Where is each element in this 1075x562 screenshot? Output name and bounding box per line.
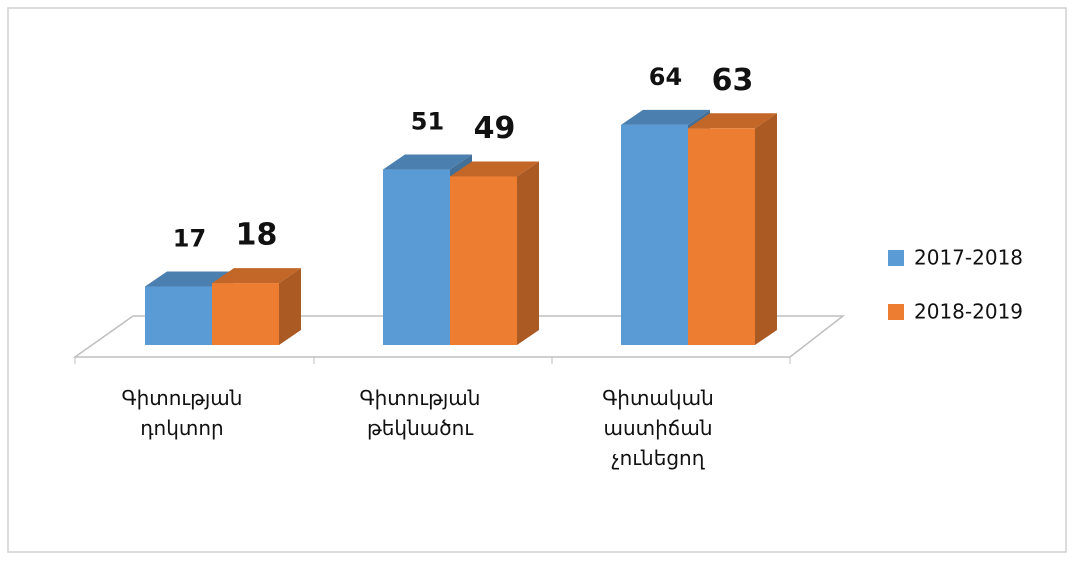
bar: [212, 283, 279, 345]
legend-label: 2018-2019: [914, 300, 1023, 324]
bar: [145, 286, 212, 345]
bar-top: [383, 154, 472, 170]
value-label: 18: [236, 218, 278, 253]
legend-swatch: [888, 304, 904, 320]
x-tick-label: Գիտության թեկնածու: [359, 386, 481, 440]
x-tick-label: Գիտական աստիճան չունեցող: [602, 386, 714, 470]
value-label: 64: [649, 63, 682, 91]
bar: [688, 128, 755, 345]
value-label: 63: [712, 63, 754, 98]
bar-side: [517, 161, 539, 345]
value-label: 17: [173, 225, 206, 253]
bar-top: [450, 161, 539, 177]
bar-top: [212, 268, 301, 284]
bar: [621, 124, 688, 345]
legend-label: 2017-2018: [914, 246, 1023, 270]
bar-side: [279, 268, 301, 345]
x-tick-label: Գիտության դոկտոր: [121, 386, 243, 440]
bar-top: [688, 113, 777, 129]
bar: [450, 176, 517, 345]
bar-top: [621, 109, 710, 125]
bar-side: [755, 113, 777, 345]
legend-swatch: [888, 250, 904, 266]
value-label: 49: [474, 111, 516, 146]
bar-top: [145, 271, 234, 287]
chart-border: [7, 7, 1067, 553]
bar: [383, 169, 450, 345]
value-label: 51: [411, 108, 444, 136]
